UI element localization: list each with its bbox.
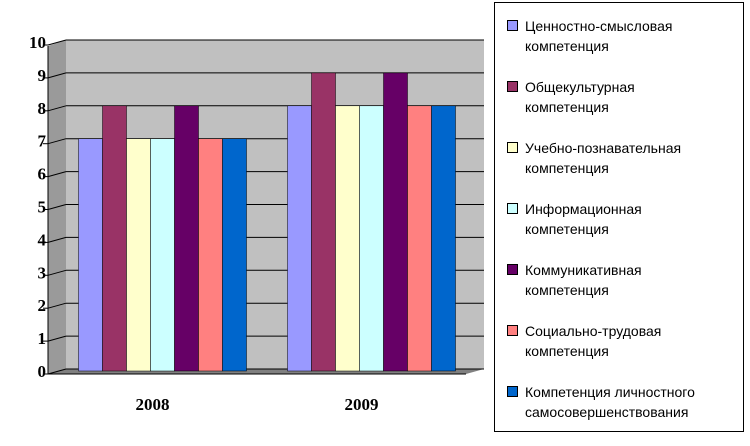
y-tick-label: 8 [38,99,47,118]
bar [174,105,199,372]
y-gridline-depth [47,39,67,46]
y-gridline-depth [47,204,67,210]
bar [222,138,247,372]
y-gridline-depth [47,138,67,145]
legend-item: Учебно-познавательная компетенция [507,138,739,178]
bar [335,105,360,372]
bar [150,138,175,372]
y-tick-label: 3 [38,263,47,282]
bar [383,72,408,372]
legend-item: Общекультурная компетенция [507,77,739,117]
legend-swatch [507,386,518,397]
y-tick-label: 2 [38,296,47,315]
legend-label: Компетенция личностного самосовершенство… [525,384,695,420]
legend-item: Компетенция личностного самосовершенство… [507,382,739,422]
y-tick-label: 6 [38,165,47,184]
legend-item: Ценностно-смысловая компетенция [507,16,739,56]
y-tick-label: 0 [38,362,47,381]
legend-label: Социально-трудовая компетенция [525,323,662,359]
bar [78,138,103,372]
legend-item: Информационная компетенция [507,199,739,239]
legend-swatch [507,142,518,153]
bar [311,72,336,372]
legend-swatch [507,325,518,336]
bar [102,105,127,372]
legend-swatch [507,203,518,214]
x-tick-label: 2009 [345,395,379,414]
y-tick-label: 10 [29,33,46,52]
legend-label: Коммуникативная компетенция [525,262,642,298]
legend-label: Ценностно-смысловая компетенция [525,18,673,54]
y-gridline-depth [47,302,67,309]
legend-swatch [507,20,518,31]
y-tick-label: 1 [38,329,47,348]
legend-swatch [507,264,518,275]
y-tick-label: 5 [38,198,47,217]
legend-label: Учебно-познавательная компетенция [525,140,682,176]
y-gridline-depth [47,335,67,342]
y-tick-label: 9 [38,66,47,85]
x-tick-label: 2008 [136,395,170,414]
legend-label: Общекультурная компетенция [525,79,635,115]
bar [359,105,384,372]
y-gridline-depth [47,368,67,375]
bar [287,105,312,372]
legend-label: Информационная компетенция [525,201,642,237]
bar [407,105,432,372]
y-gridline-depth [47,269,67,276]
y-tick-label: 4 [38,230,47,249]
legend-swatch [507,81,518,92]
bar [126,138,151,372]
y-tick-label: 7 [38,132,47,151]
y-gridline-depth [47,105,67,112]
bar [431,105,456,372]
y-gridline-depth [47,72,67,79]
legend-item: Коммуникативная компетенция [507,260,739,300]
y-gridline-depth [47,171,67,178]
legend-item: Социально-трудовая компетенция [507,321,739,361]
bar [198,138,223,372]
chart-legend: Ценностно-смысловая компетенция Общекульт… [494,2,744,432]
y-gridline-depth [47,236,67,243]
